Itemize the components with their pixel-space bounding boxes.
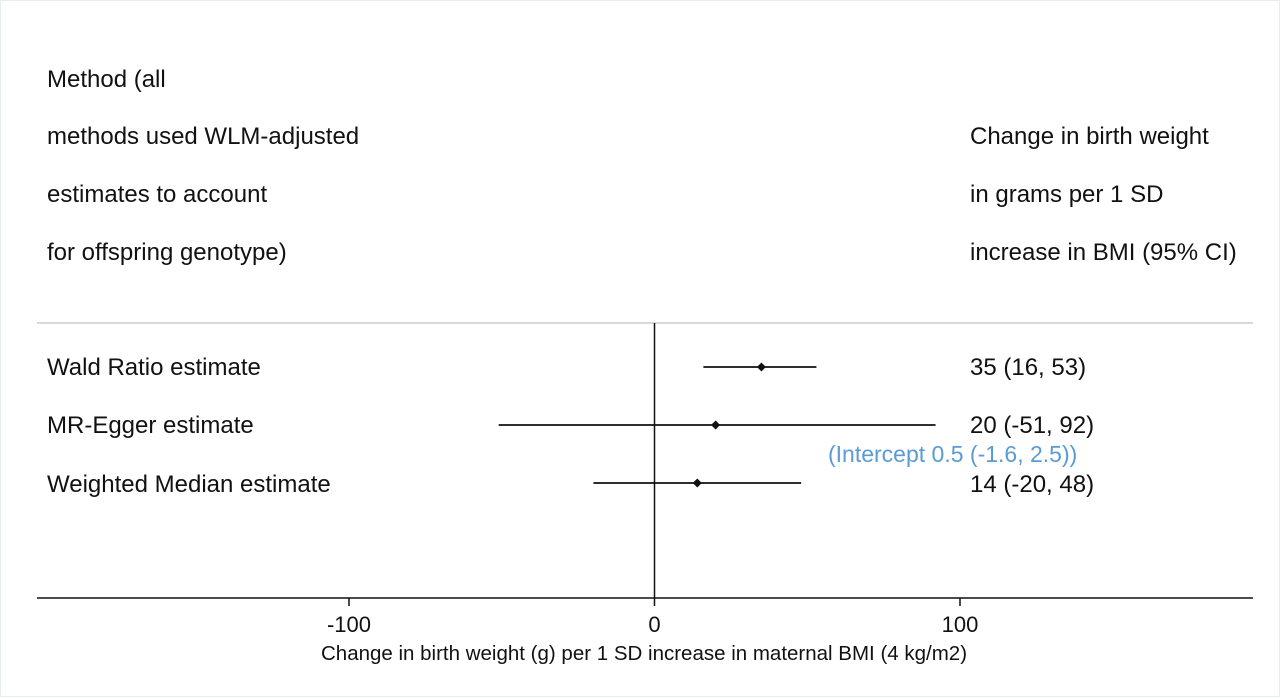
x-axis-label: Change in birth weight (g) per 1 SD incr… [321, 642, 967, 665]
header-right-line-2: in grams per 1 SD [970, 181, 1163, 208]
egger-intercept-note: (Intercept 0.5 (-1.6, 2.5)) [828, 441, 1077, 467]
row-label-wald: Wald Ratio estimate [47, 354, 261, 381]
header-left-line-1: Method (all [47, 66, 166, 93]
x-tick-label-1: 0 [648, 612, 660, 637]
header-right: Change in birth weight in grams per 1 SD… [970, 123, 1237, 266]
plot-area: -100 0 100 [37, 323, 1253, 637]
row-value-wald: 35 (16, 53) [970, 354, 1086, 381]
header-left: Method (all methods used WLM-adjusted es… [47, 66, 359, 266]
point-estimate-1 [711, 420, 721, 430]
x-tick-label-0: -100 [327, 612, 371, 637]
row-values: 35 (16, 53) 20 (-51, 92) 14 (-20, 48) (I… [828, 354, 1094, 498]
header-left-line-3: estimates to account [47, 181, 267, 208]
header-right-line-3: increase in BMI (95% CI) [970, 239, 1237, 266]
point-estimate-2 [692, 478, 702, 488]
x-tick-label-2: 100 [942, 612, 979, 637]
header-left-line-2: methods used WLM-adjusted [47, 123, 359, 150]
header-right-line-1: Change in birth weight [970, 123, 1209, 150]
row-label-egger: MR-Egger estimate [47, 412, 254, 439]
row-value-egger: 20 (-51, 92) [970, 412, 1094, 439]
row-value-median: 14 (-20, 48) [970, 471, 1094, 498]
point-estimate-0 [756, 362, 766, 372]
header-left-line-4: for offspring genotype) [47, 239, 287, 266]
row-label-median: Weighted Median estimate [47, 471, 331, 498]
row-labels: Wald Ratio estimate MR-Egger estimate We… [47, 354, 331, 498]
